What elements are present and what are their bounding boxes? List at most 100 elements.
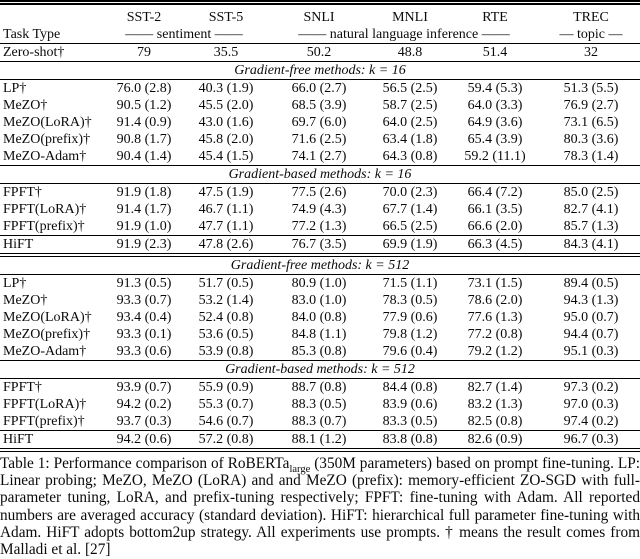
cell-sst-2: 91.4 (1.7) (116, 202, 172, 217)
cell-trec: 84.3 (4.1) (542, 235, 640, 257)
section-header-row: Gradient-free methods: k = 16 (0, 61, 640, 80)
cell-sst-5: 43.0 (1.6) (198, 115, 254, 130)
column-header-rte: RTE (482, 9, 508, 25)
cell-mnli: 58.7 (2.5) (382, 98, 438, 113)
zero-shot-row: Zero-shot† 79 35.5 50.2 48.8 51.4 32 (0, 43, 640, 62)
caption-subscript-large: large (289, 464, 311, 476)
cell-rte: 59.4 (5.3) (467, 81, 523, 96)
cell-rte: 59.2 (11.1) (448, 148, 542, 166)
cell-trec: 97.4 (0.2) (542, 413, 640, 431)
table-row: FPFT† 91.9 (1.8) 47.5 (1.9) 77.5 (2.6) 70.0 … (0, 184, 640, 202)
cell-snli: 88.1 (1.2) (291, 432, 347, 447)
cell-rte: 66.3 (4.5) (448, 235, 542, 257)
cell-mnli: 84.4 (0.8) (382, 380, 438, 395)
row-label: LP† (3, 276, 27, 291)
cell-sst-2: 93.4 (0.4) (116, 310, 172, 325)
cell-sst-2: 90.4 (1.4) (102, 148, 186, 166)
row-label: MeZO(LoRA)† (3, 310, 92, 325)
cell-sst-5: 57.2 (0.8) (198, 432, 254, 447)
table-row: HiFT 94.2 (0.6) 57.2 (0.8) 88.1 (1.2) 83.8 (… (0, 431, 640, 451)
section-title: Gradient-free methods: k = 16 (0, 61, 640, 80)
cell-trec: 51.3 (5.5) (563, 81, 619, 96)
cell-sst-2: 90.5 (1.2) (116, 98, 172, 113)
row-label: MeZO-Adam† (0, 148, 102, 166)
cell-snli: 88.3 (0.5) (291, 397, 347, 412)
cell-snli: 69.7 (6.0) (291, 115, 347, 130)
table-row: FPFT(prefix)† 93.7 (0.3) 54.6 (0.7) 88.3 (0… (0, 413, 640, 431)
table-row: FPFT(LoRA)† 94.2 (0.2) 55.3 (0.7) 88.3 (0.5… (0, 396, 640, 413)
cell-sst-2: 76.0 (2.8) (116, 81, 172, 96)
table-row: FPFT(LoRA)† 91.4 (1.7) 46.7 (1.1) 74.9 (4.3… (0, 201, 640, 218)
cell-mnli: 64.3 (0.8) (372, 148, 448, 166)
cell-sst-5: 45.8 (2.0) (198, 132, 254, 147)
cell-sst-5: 53.6 (0.5) (198, 327, 254, 342)
section-header-row: Gradient-based methods: k = 512 (0, 360, 640, 379)
cell-rte: 66.6 (2.0) (448, 218, 542, 236)
cell-sst-5: 47.5 (1.9) (198, 185, 254, 200)
cell-trec: 85.0 (2.5) (563, 185, 619, 200)
cell-mnli: 78.3 (0.5) (382, 293, 438, 308)
cell-trec: 82.7 (4.1) (563, 202, 619, 217)
cell-sst-5: 40.3 (1.9) (198, 81, 254, 96)
cell-sst-2: 91.9 (2.3) (102, 235, 186, 257)
row-label: FPFT† (3, 185, 42, 200)
cell-snli: 66.0 (2.7) (291, 81, 347, 96)
cell-sst-5: 51.7 (0.5) (198, 276, 254, 291)
cell-mnli: 83.9 (0.6) (382, 397, 438, 412)
section-header-row: Gradient-based methods: k = 16 (0, 165, 640, 184)
cell-snli: 84.8 (1.1) (291, 327, 347, 342)
cell-rte: 83.2 (1.3) (467, 397, 523, 412)
cell-sst-5: 47.7 (1.1) (186, 218, 266, 236)
cell-trec: 97.3 (0.2) (563, 380, 619, 395)
section-header-row: Gradient-free methods: k = 512 (0, 255, 640, 275)
row-label: FPFT(prefix)† (0, 413, 102, 431)
row-label: FPFT(LoRA)† (3, 202, 87, 217)
row-label: HiFT (3, 432, 34, 447)
cell-mnli: 70.0 (2.3) (382, 185, 438, 200)
cell-sst-5: 55.9 (0.9) (198, 380, 254, 395)
cell-rte: 82.6 (0.9) (467, 432, 523, 447)
caption-text-body: (350M parameters) based on prompt fine-t… (0, 455, 640, 559)
cell-sst-5: 45.5 (2.0) (198, 98, 254, 113)
cell-sst-2: 94.2 (0.6) (116, 432, 172, 447)
cell-trec: 95.0 (0.7) (563, 310, 619, 325)
table-row: FPFT(prefix)† 91.9 (1.0) 47.7 (1.1) 77.2 (1… (0, 218, 640, 236)
cell-rte: 77.2 (0.8) (467, 327, 523, 342)
table-row: MeZO(prefix)† 90.8 (1.7) 45.8 (2.0) 71.6 (2… (0, 131, 640, 148)
cell-sst-2: 91.3 (0.5) (116, 276, 172, 291)
cell-snli: 74.1 (2.7) (266, 148, 372, 166)
cell-mnli: 69.9 (1.9) (372, 235, 448, 257)
cell-snli: 84.0 (0.8) (291, 310, 347, 325)
column-header-mnli: MNLI (392, 9, 428, 25)
cell-trec: 89.4 (0.5) (563, 276, 619, 291)
column-header-sst5: SST-5 (208, 9, 244, 25)
cell-snli: 80.9 (1.0) (291, 276, 347, 291)
cell-trec: 76.9 (2.7) (563, 98, 619, 113)
cell-trec: 73.1 (6.5) (563, 115, 619, 130)
cell-sst-5: 35.5 (186, 43, 266, 62)
section-title: Gradient-based methods: k = 512 (0, 360, 640, 379)
cell-trec: 80.3 (3.6) (563, 132, 619, 147)
cell-rte: 73.1 (1.5) (467, 276, 523, 291)
table-row: LP† 91.3 (0.5) 51.7 (0.5) 80.9 (1.0) 71.5 (1… (0, 275, 640, 293)
table-row: MeZO† 90.5 (1.2) 45.5 (2.0) 68.5 (3.9) 58.7 … (0, 97, 640, 114)
row-label: MeZO† (3, 293, 48, 308)
cell-rte: 64.9 (3.6) (467, 115, 523, 130)
table-row: MeZO(LoRA)† 93.4 (0.4) 52.4 (0.8) 84.0 (0.8… (0, 309, 640, 326)
cell-sst-5: 54.6 (0.7) (186, 413, 266, 431)
section-title: Gradient-free methods: k = 512 (0, 255, 640, 275)
cell-rte: 65.4 (3.9) (467, 132, 523, 147)
row-label: MeZO† (3, 98, 48, 113)
cell-rte: 78.6 (2.0) (467, 293, 523, 308)
column-header-row: SST-2 SST-5 SNLI MNLI RTE TREC (0, 3, 640, 27)
cell-sst-2: 91.9 (1.0) (102, 218, 186, 236)
row-label: MeZO(prefix)† (3, 132, 91, 147)
cell-sst-5: 55.3 (0.7) (198, 397, 254, 412)
table-row: LP† 76.0 (2.8) 40.3 (1.9) 66.0 (2.7) 56.5 (2… (0, 80, 640, 98)
group-label-topic: — topic — (542, 26, 640, 44)
table-row: MeZO(LoRA)† 91.4 (0.9) 43.0 (1.6) 69.7 (6.0… (0, 114, 640, 131)
row-label: Zero-shot† (0, 43, 102, 62)
cell-snli: 77.5 (2.6) (291, 185, 347, 200)
cell-sst-5: 52.4 (0.8) (198, 310, 254, 325)
section-title: Gradient-based methods: k = 16 (0, 165, 640, 184)
